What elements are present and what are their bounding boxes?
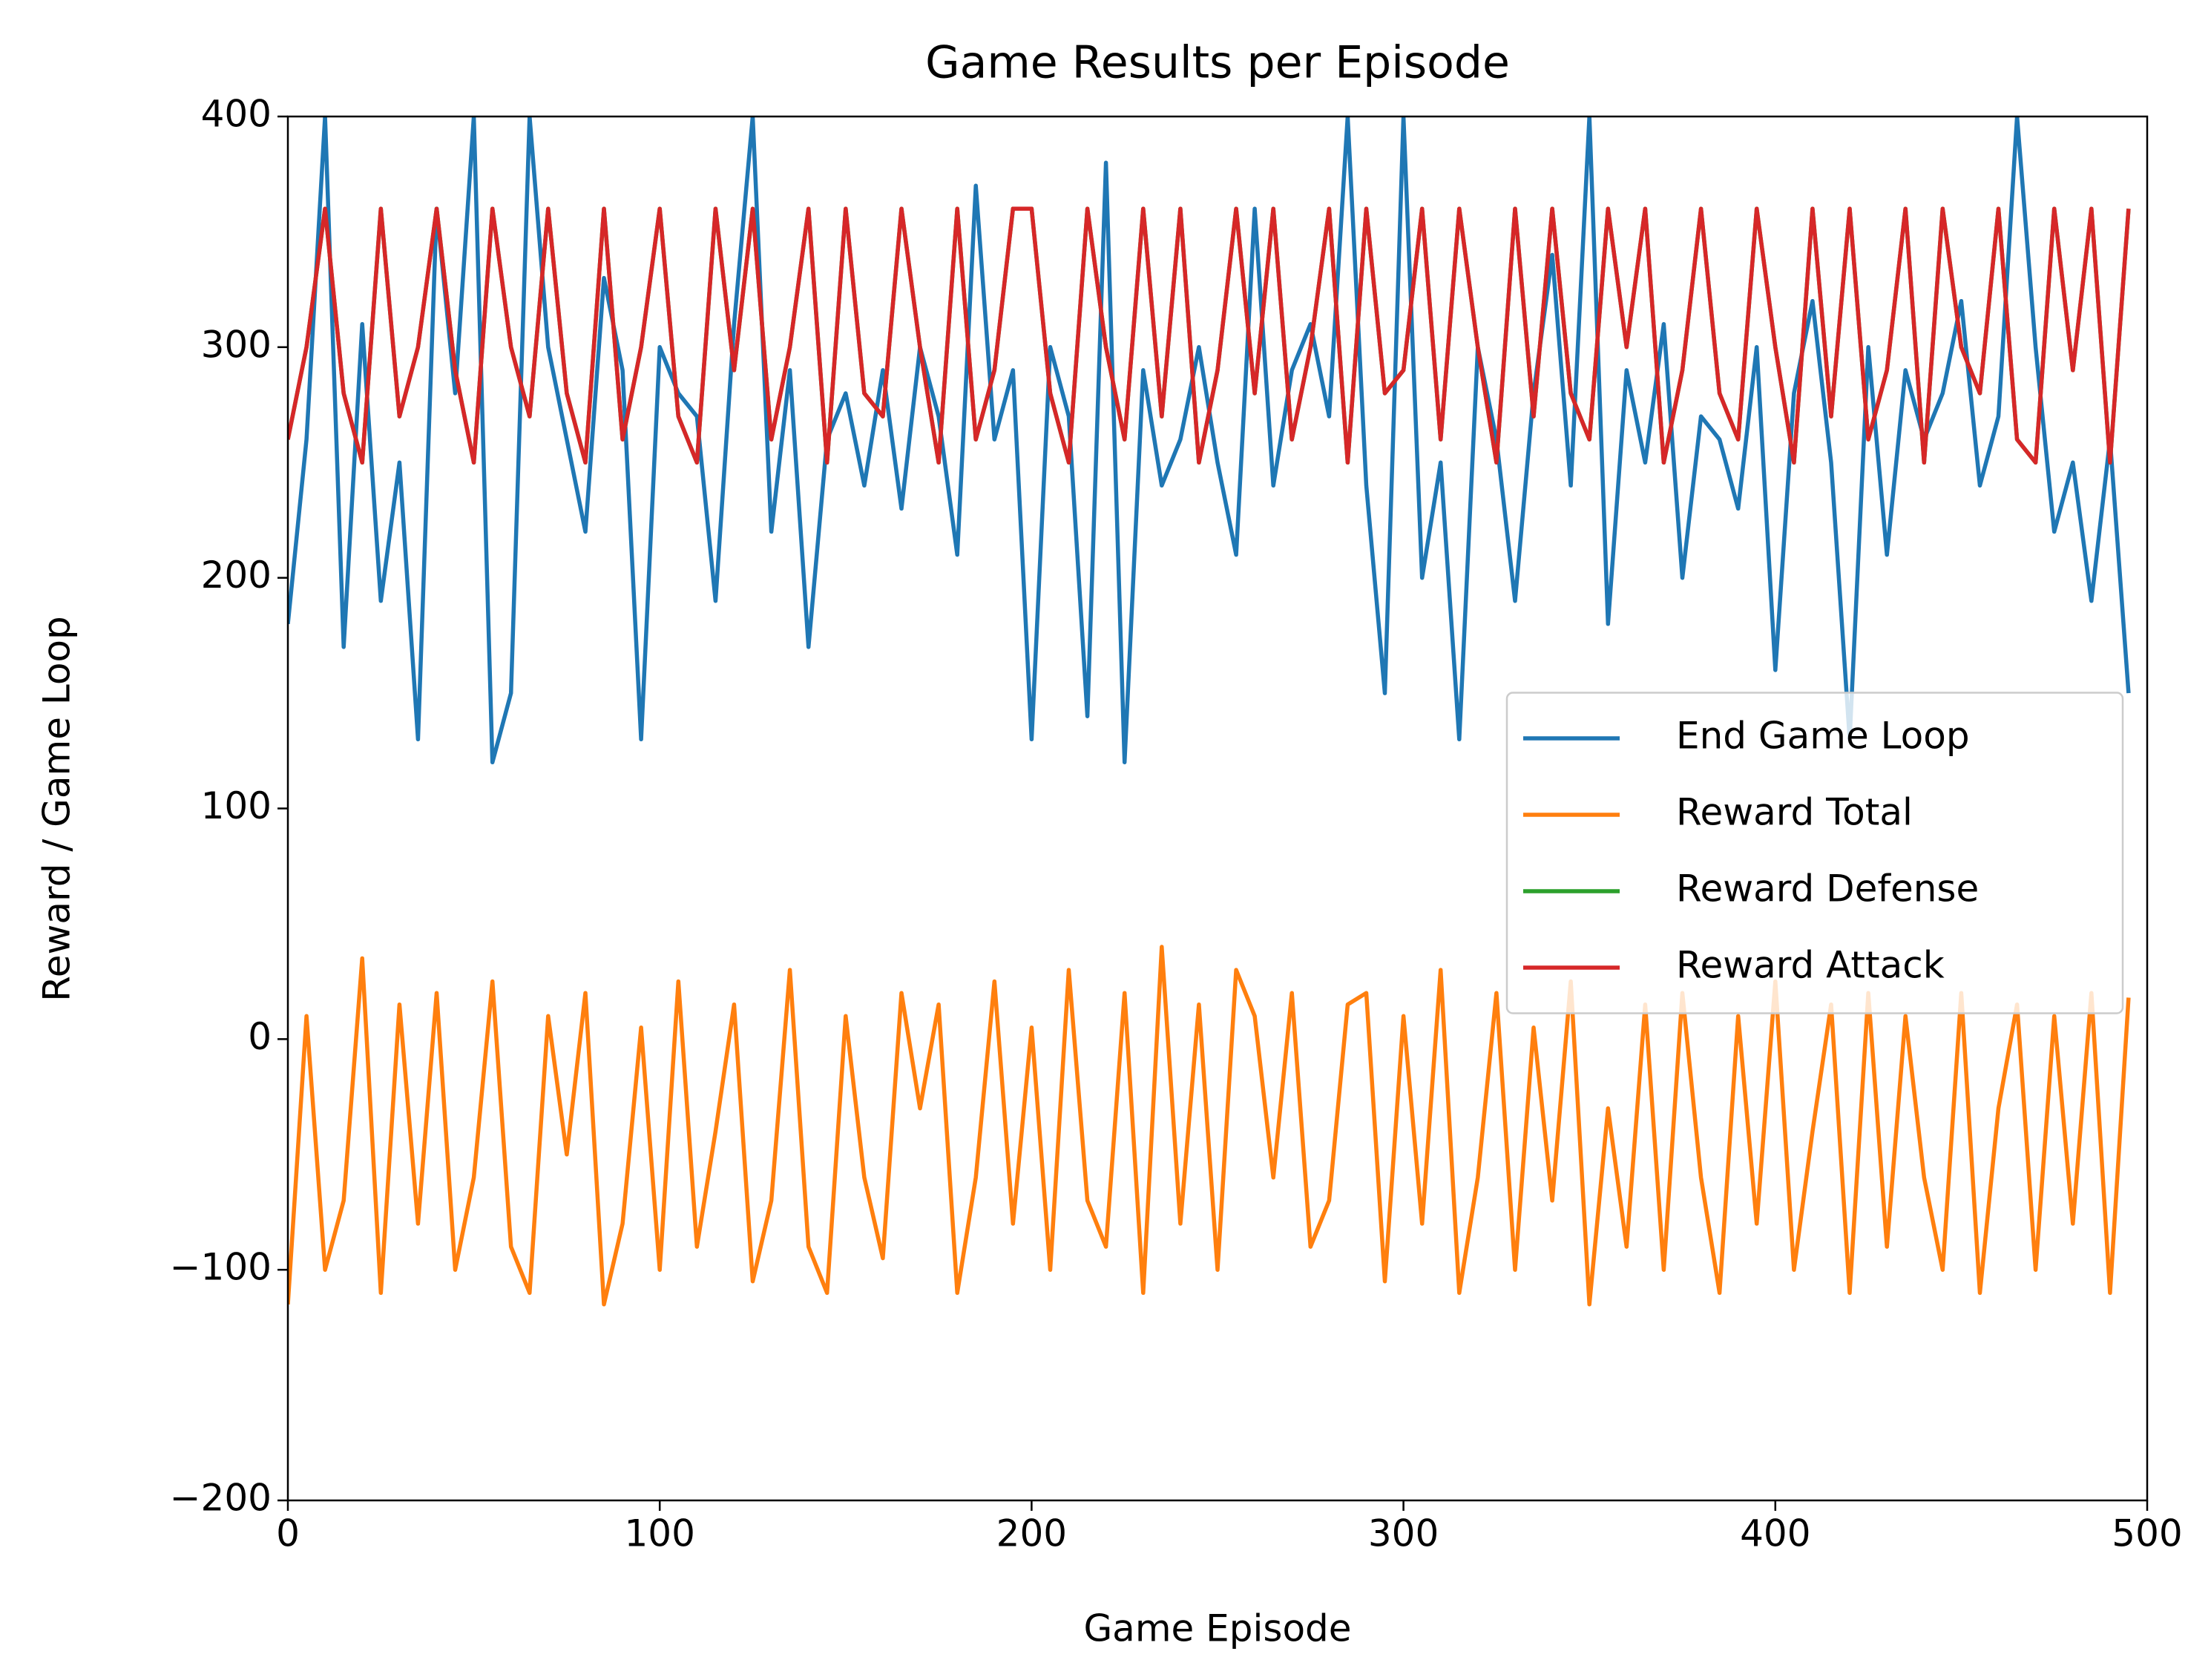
y-tick-label: −200: [170, 1477, 272, 1520]
legend-box: [1505, 692, 2124, 1014]
series-line: [288, 117, 2131, 765]
y-tick-label: −100: [170, 1246, 272, 1289]
y-tick-label: 100: [201, 784, 272, 827]
y-tick-label: 300: [201, 323, 272, 366]
legend-label: Reward Attack: [1676, 944, 1945, 987]
x-tick-label: 100: [624, 1512, 694, 1555]
series-line: [288, 206, 2131, 465]
x-tick-label: 500: [2112, 1512, 2182, 1555]
x-tick-label: 0: [276, 1512, 300, 1555]
legend-label: Reward Total: [1676, 791, 1913, 834]
series-line: [288, 945, 2131, 1307]
y-tick-label: 200: [201, 554, 272, 597]
legend-label: End Game Loop: [1676, 715, 1970, 758]
y-axis-label: Reward / Game Loop: [36, 616, 79, 1001]
y-tick-label: 0: [248, 1015, 272, 1058]
chart-title: Game Results per Episode: [925, 37, 1510, 89]
x-tick-label: 300: [1368, 1512, 1439, 1555]
x-tick-label: 400: [1740, 1512, 1810, 1555]
legend-label: Reward Defense: [1676, 867, 1979, 910]
x-axis-label: Game Episode: [1083, 1607, 1351, 1650]
y-tick-label: 400: [201, 93, 272, 136]
x-tick-label: 200: [996, 1512, 1067, 1555]
